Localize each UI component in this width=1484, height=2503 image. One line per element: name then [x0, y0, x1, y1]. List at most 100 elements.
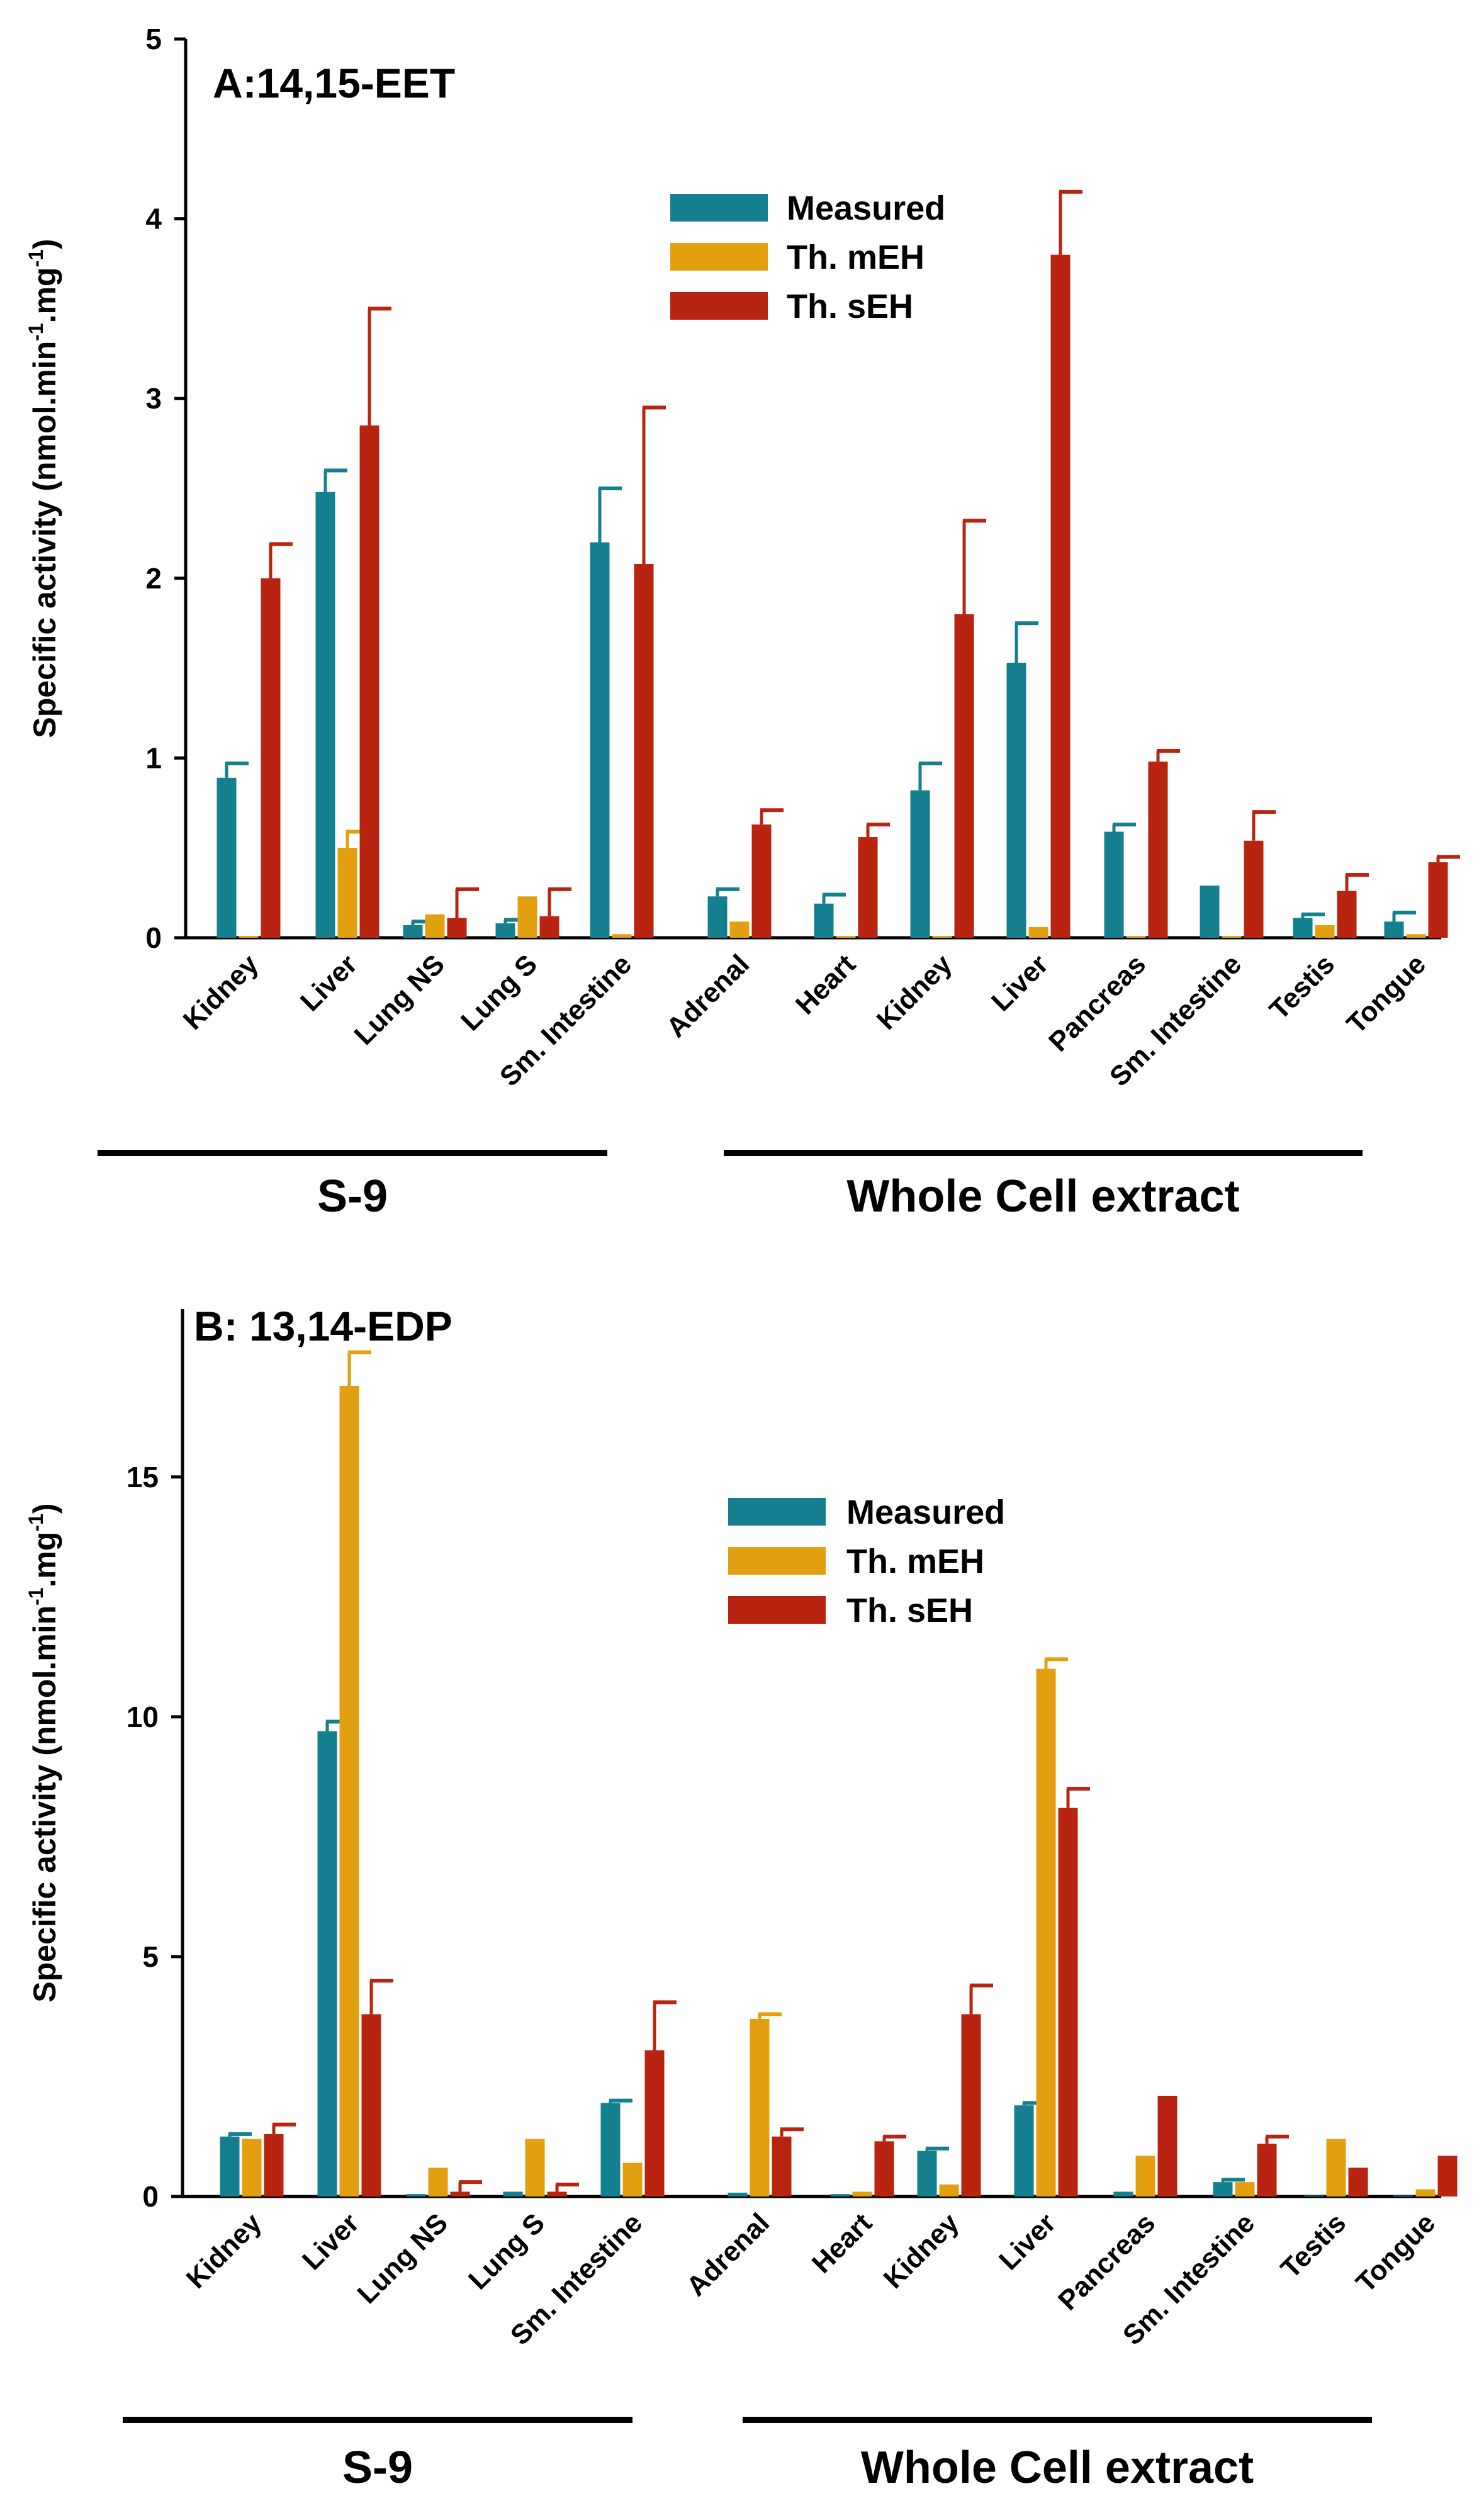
panel-a-category-label: Tongue — [1341, 948, 1432, 1040]
panel-a-bar-measured — [403, 925, 423, 938]
panel-b-category-label: Lung S — [463, 2207, 551, 2295]
panel-a-y-tick-label: 2 — [145, 562, 162, 595]
panel-a-bar-th-meh — [517, 896, 537, 938]
panel-a-bar-th-seh — [539, 916, 559, 938]
panel-a-y-tick-label: 5 — [145, 23, 162, 55]
panel-b-category-label: Tongue — [1350, 2207, 1441, 2298]
panel-b-bar-th-seh — [1257, 2144, 1277, 2196]
panel-b-y-axis-label-part: -1 — [25, 1587, 47, 1605]
panel-a-bar-th-meh — [729, 921, 750, 938]
panel-a-legend-swatch — [670, 194, 768, 222]
panel-b-bar-measured — [1014, 2105, 1034, 2196]
panel-a-bar-th-seh — [954, 614, 974, 938]
panel-b-legend-swatch — [728, 1547, 826, 1575]
panel-b-bar-measured — [728, 2192, 748, 2196]
panel-b-y-tick-label: 10 — [126, 1701, 159, 1733]
panel-b-y-tick-label: 15 — [126, 1461, 159, 1493]
panel-b-bar-th-seh — [547, 2191, 567, 2196]
panel-a-group-label: S-9 — [317, 1171, 388, 1222]
panel-b-legend: Measured Th. mEH Th. sEH — [728, 1493, 1005, 1629]
panel-b-category-label: Lung NS — [352, 2207, 454, 2310]
panel-b-bar-th-meh — [622, 2163, 643, 2196]
panel-a-bar-th-seh — [261, 578, 281, 938]
panel-a-bar-th-meh — [932, 936, 952, 938]
panel-a-bar-th-meh — [239, 936, 259, 938]
panel-a-bar-measured — [590, 542, 610, 938]
panel-b-bar-th-seh — [772, 2136, 792, 2196]
panel-b-bar-th-seh — [450, 2191, 470, 2196]
panel-b-bar-th-meh — [428, 2168, 448, 2196]
panel-b-bar-th-meh — [1326, 2139, 1346, 2196]
panel-a-bar-th-seh — [1337, 891, 1357, 938]
panel-b-category-label: Pancreas — [1052, 2207, 1161, 2316]
panel-b-legend-swatch — [728, 1498, 826, 1526]
panel-b-bar-th-meh — [1135, 2156, 1155, 2196]
panel-b-bar-measured — [1213, 2182, 1233, 2196]
panel-b-group-label: S-9 — [342, 2443, 413, 2493]
panel-a-bar-th-meh — [836, 936, 856, 938]
panel-b-bar-th-seh — [1157, 2095, 1178, 2196]
panel-b-category-label: Liver — [296, 2207, 365, 2276]
panel-b-bar-th-meh — [1036, 1668, 1056, 2196]
panel-a-y-axis-label: Specific activity (nmol.min-1.mg-1) — [25, 239, 62, 738]
panel-a-legend-swatch — [670, 292, 768, 320]
panel-a-bar-th-seh — [1244, 840, 1264, 938]
panel-a-bar-measured — [216, 777, 237, 938]
panel-a-group-label: Whole Cell extract — [846, 1171, 1239, 1222]
panel-b-category-label: Liver — [993, 2207, 1062, 2276]
panel-b-category-label: Kidney — [878, 2207, 965, 2295]
panel-b-title: B: 13,14-EDP — [194, 1303, 453, 1349]
panel-b-bar-measured — [503, 2191, 523, 2196]
panel-a-bar-th-meh — [1315, 925, 1335, 938]
panel-b-bar-th-meh — [1415, 2189, 1436, 2196]
panel-b-bar-th-seh — [1058, 1808, 1078, 2196]
panel-a-bar-measured — [1006, 663, 1026, 938]
panel-b-bar-measured — [1113, 2191, 1133, 2196]
panel-a-category-label: Testis — [1264, 948, 1341, 1025]
panel-a-bar-th-meh — [1028, 926, 1048, 938]
panel-a-y-axis-label-part: ) — [27, 239, 62, 249]
panel-a-bar-measured — [814, 903, 834, 938]
panel-a-bar-th-seh — [359, 425, 379, 938]
panel-b-bar-th-meh — [750, 2019, 770, 2196]
panel-b-bar-th-seh — [1437, 2156, 1458, 2196]
panel-b-bar-measured — [917, 2151, 937, 2196]
panel-a-bar-th-meh — [337, 848, 357, 938]
panel-a-legend-label: Measured — [787, 189, 945, 227]
panel-b-legend-label: Th. mEH — [846, 1543, 984, 1580]
panel-b-category-label: Adrenal — [681, 2207, 775, 2302]
panel-a-y-axis-label-part: .mg — [27, 267, 62, 323]
panel-a-bar-th-meh — [1222, 936, 1242, 938]
panel-b-bar-measured — [600, 2103, 621, 2196]
panel-b-bar-measured — [317, 1731, 337, 2196]
panel-a-legend-label: Th. mEH — [787, 239, 925, 276]
panel-a-y-axis-label-part: -1 — [25, 323, 47, 340]
panel-a-category-label: Liver — [986, 948, 1054, 1017]
panel-b-y-axis-label-part: -1 — [25, 1514, 47, 1531]
panel-b-bar-th-meh — [1235, 2182, 1255, 2196]
panel-a-y-axis-label-part: Specific activity (nmol.min — [27, 341, 62, 738]
panel-a-title: A:14,15-EET — [213, 60, 455, 106]
panel-a-category-label: Kidney — [177, 948, 265, 1036]
panel-a-category-label: Kidney — [871, 948, 958, 1036]
panel-b-bar-th-seh — [1348, 2168, 1368, 2196]
panel-b-bar-th-seh — [361, 2014, 381, 2196]
panel-b-category-label: Kidney — [181, 2207, 268, 2295]
panel-a-bar-measured — [1384, 921, 1404, 938]
panel-b-y-axis-label-part: ) — [27, 1503, 62, 1514]
panel-a-y-tick-label: 4 — [145, 203, 162, 235]
panel-a-category-label: Adrenal — [661, 948, 755, 1043]
panel-b-legend-swatch — [728, 1596, 826, 1624]
panel-a-bar-th-seh — [1428, 862, 1448, 938]
panel-b-legend-label: Th. sEH — [846, 1592, 973, 1629]
panel-a-legend-swatch — [670, 243, 768, 271]
panel-a-bar-measured — [1293, 918, 1313, 938]
panel-a-bar-th-meh — [612, 934, 632, 938]
panel-b-bar-th-meh — [852, 2191, 872, 2196]
panel-b-bar-measured — [1304, 2195, 1324, 2196]
panel-a-y-axis-label-part: -1 — [25, 249, 47, 267]
panel-a-bar-measured — [910, 790, 930, 938]
panel-b-bar-th-meh — [939, 2184, 959, 2196]
